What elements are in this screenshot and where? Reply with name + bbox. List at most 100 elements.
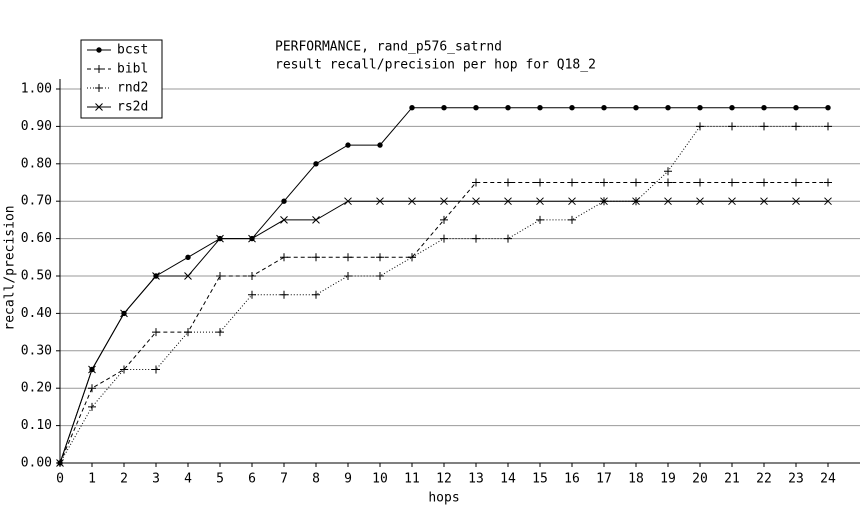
y-tick-label: 0.40 [21, 306, 52, 321]
point [312, 290, 320, 299]
point [504, 197, 512, 206]
point [696, 197, 704, 206]
point [792, 197, 800, 206]
x-axis-label: hops [428, 491, 459, 506]
x-tick-label: 17 [596, 472, 612, 487]
point [760, 122, 768, 131]
point [728, 122, 736, 131]
x-tick-label: 20 [692, 472, 708, 487]
point [88, 365, 96, 374]
point [216, 328, 224, 337]
point [95, 103, 103, 111]
point [633, 105, 639, 111]
point [536, 197, 544, 206]
point [344, 253, 352, 262]
y-tick-label: 0.90 [21, 119, 52, 134]
point [344, 272, 352, 280]
x-tick-label: 13 [468, 472, 484, 487]
point [600, 178, 608, 187]
point [376, 197, 384, 206]
x-tick-label: 14 [500, 472, 516, 487]
point [185, 254, 191, 260]
point [95, 65, 103, 73]
point [88, 384, 96, 393]
point [312, 216, 320, 224]
point [728, 197, 736, 206]
x-tick-label: 21 [724, 472, 740, 487]
point [696, 178, 704, 187]
x-tick-label: 11 [404, 472, 420, 487]
x-tick-label: 5 [216, 472, 224, 487]
point [472, 178, 480, 187]
point [95, 84, 103, 92]
point [664, 178, 672, 187]
legend-label: bcst [117, 43, 148, 58]
point [537, 105, 543, 111]
point [568, 215, 576, 224]
x-tick-label: 7 [280, 472, 288, 487]
point [377, 142, 383, 148]
point [280, 253, 288, 262]
point [504, 178, 512, 187]
x-tick-label: 4 [184, 472, 192, 487]
y-tick-label: 0.10 [21, 418, 52, 433]
y-tick-label: 1.00 [21, 82, 52, 97]
point [568, 178, 576, 187]
legend-box [80, 39, 163, 119]
point [248, 272, 256, 280]
chart-title: PERFORMANCE, rand_p576_satrnd [275, 40, 502, 55]
point [152, 328, 160, 337]
x-tick-label: 6 [248, 472, 256, 487]
x-tick-label: 12 [436, 472, 452, 487]
x-tick-label: 23 [788, 472, 804, 487]
point [56, 459, 64, 467]
point [312, 253, 320, 262]
point [825, 105, 831, 111]
x-tick-label: 16 [564, 472, 580, 487]
point [792, 178, 800, 187]
y-tick-label: 0.30 [21, 343, 52, 358]
point [536, 178, 544, 187]
point [248, 234, 256, 243]
x-tick-label: 15 [532, 472, 548, 487]
point [536, 215, 544, 224]
point [152, 272, 160, 280]
point [184, 328, 192, 337]
point [697, 105, 703, 111]
point [824, 197, 832, 206]
x-tick-label: 0 [56, 472, 64, 487]
point [760, 178, 768, 187]
point [664, 197, 672, 206]
point [408, 253, 416, 262]
point [761, 105, 767, 111]
point [760, 197, 768, 206]
point [569, 105, 575, 111]
point [248, 290, 256, 299]
point [472, 197, 480, 206]
x-tick-label: 9 [344, 472, 352, 487]
y-tick-label: 0.80 [21, 156, 52, 171]
point [184, 272, 192, 280]
point [632, 197, 640, 206]
point [216, 272, 224, 280]
point [600, 197, 608, 206]
x-tick-label: 3 [152, 472, 160, 487]
point [504, 234, 512, 243]
point [281, 198, 287, 204]
point [473, 105, 479, 111]
point [728, 178, 736, 187]
legend-label: rnd2 [117, 81, 148, 96]
point [440, 215, 448, 224]
point [824, 122, 832, 131]
point [792, 122, 800, 131]
point [793, 105, 799, 111]
point [280, 216, 288, 224]
point [568, 197, 576, 206]
point [376, 253, 384, 262]
x-tick-label: 8 [312, 472, 320, 487]
point [601, 105, 607, 111]
point [408, 197, 416, 206]
y-tick-label: 0.00 [21, 456, 52, 471]
point [505, 105, 511, 111]
